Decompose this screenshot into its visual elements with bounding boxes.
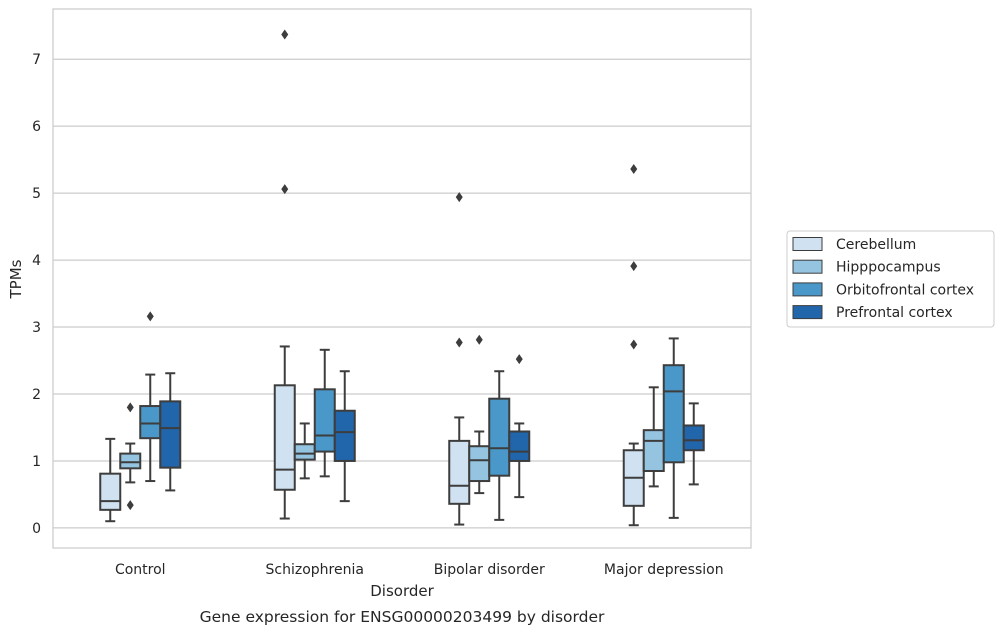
- outlier-point: [455, 192, 463, 203]
- legend-swatch: [792, 259, 823, 274]
- legend-label: Prefrontal cortex: [836, 305, 953, 321]
- box-3-3: [682, 402, 705, 486]
- x-tick-label: Bipolar disorder: [434, 562, 545, 578]
- box-1-3: [333, 370, 356, 503]
- box-iqr: [119, 452, 142, 470]
- box-iqr: [642, 429, 665, 473]
- x-tick-label: Schizophrenia: [266, 562, 364, 578]
- legend-label: Hipppocampus: [836, 260, 941, 276]
- box-iqr: [99, 472, 122, 511]
- box-2-2: [488, 370, 511, 521]
- box-iqr: [662, 364, 685, 464]
- outlier-point: [281, 184, 289, 195]
- outlier-point: [630, 164, 638, 175]
- box-iqr: [508, 430, 531, 462]
- y-tick-label: 6: [32, 119, 41, 135]
- outlier-point: [475, 334, 483, 345]
- y-tick-label: 2: [32, 387, 41, 403]
- y-tick-label: 0: [32, 521, 41, 537]
- box-2-3: [508, 354, 531, 499]
- box-0-3: [159, 372, 182, 492]
- outlier-point: [126, 500, 134, 511]
- box-iqr: [682, 424, 705, 452]
- box-iqr: [488, 397, 511, 477]
- y-tick-label: 1: [32, 454, 41, 470]
- box-iqr: [448, 439, 471, 505]
- legend-label: Cerebellum: [836, 237, 916, 253]
- legend-label: Orbitofrontal cortex: [836, 282, 974, 298]
- outlier-point: [281, 29, 289, 40]
- boxes-layer: [99, 29, 705, 527]
- x-tick-label: Control: [115, 562, 166, 578]
- outlier-point: [146, 311, 154, 322]
- box-1-2: [313, 348, 336, 478]
- outlier-point: [126, 402, 134, 413]
- legend-swatch: [792, 282, 823, 297]
- y-tick-labels: 0 1 2 3 4 5 6 7: [32, 52, 41, 537]
- box-0-0: [99, 437, 122, 523]
- outlier-point: [455, 337, 463, 348]
- x-axis-label: Disorder: [370, 582, 434, 600]
- x-tick-labels: Control Schizophrenia Bipolar disorder Majo…: [115, 562, 724, 578]
- legend-swatch: [792, 305, 823, 320]
- legend-frame: [786, 230, 995, 328]
- y-tick-label: 5: [32, 186, 41, 202]
- box-0-1: [119, 402, 142, 511]
- box-iqr: [468, 445, 491, 483]
- box-iqr: [159, 400, 182, 469]
- box-1-0: [273, 29, 296, 520]
- legend-swatch: [792, 237, 823, 251]
- box-iqr: [273, 384, 296, 491]
- chart-caption: Gene expression for ENSG00000203499 by d…: [200, 608, 605, 626]
- box-iqr: [139, 405, 162, 440]
- box-iqr: [333, 409, 356, 462]
- box-iqr: [313, 388, 336, 453]
- plot-frame: [52, 8, 752, 549]
- legend: Cerebellum Hipppocampus Orbitofrontal cort…: [786, 230, 995, 328]
- x-tick-label: Major depression: [604, 562, 724, 578]
- outlier-point: [630, 339, 638, 350]
- outlier-point: [515, 354, 523, 365]
- y-tick-label: 4: [32, 253, 41, 269]
- y-axis-label: TPMs: [7, 259, 25, 299]
- box-3-2: [662, 337, 685, 519]
- y-tick-label: 7: [32, 52, 41, 68]
- box-2-1: [468, 334, 491, 495]
- outlier-point: [630, 261, 638, 272]
- box-iqr: [293, 443, 316, 461]
- y-tick-label: 3: [32, 320, 41, 336]
- box-3-0: [622, 164, 645, 527]
